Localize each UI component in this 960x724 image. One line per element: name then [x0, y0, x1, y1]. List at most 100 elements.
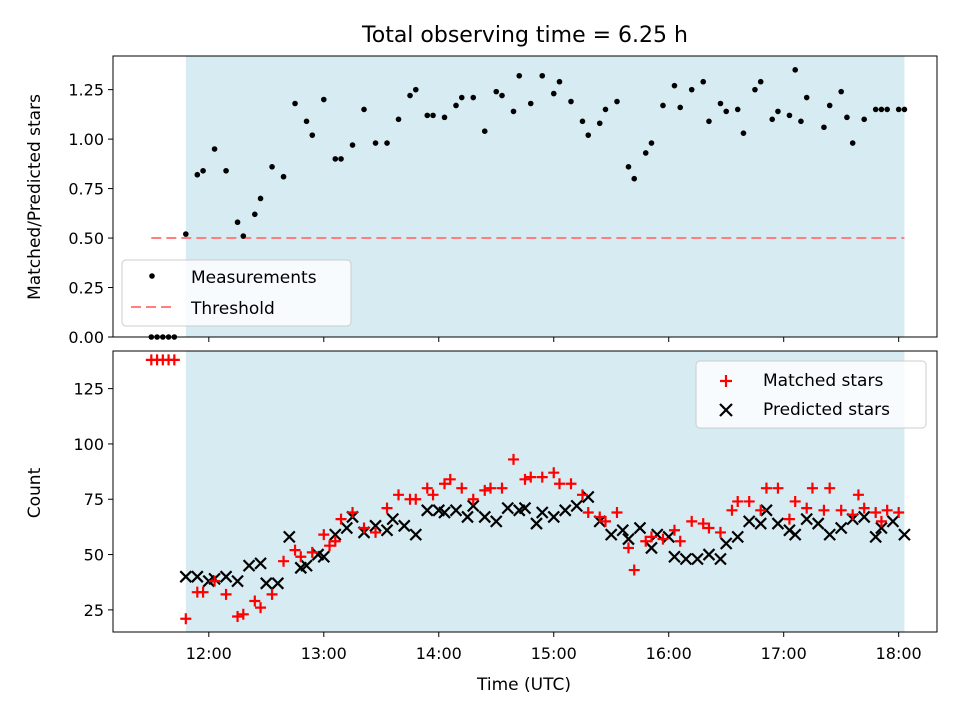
matched-star-point — [818, 504, 830, 516]
measurement-point — [516, 72, 523, 79]
measurement-point — [470, 94, 477, 101]
matched-star-point — [858, 502, 870, 514]
predicted-star-point — [633, 521, 647, 535]
measurement-point — [407, 92, 413, 99]
measurement-point — [798, 118, 804, 125]
matched-star-point — [576, 489, 588, 501]
matched-star-point — [835, 504, 847, 516]
matched-star-point — [743, 495, 755, 507]
matched-star-point — [278, 555, 290, 567]
predicted-star-point — [771, 517, 785, 530]
matched-star-point — [657, 533, 669, 545]
predicted-star-point — [369, 519, 382, 533]
measurement-point — [895, 106, 902, 113]
matched-star-point — [421, 482, 433, 494]
x-tick-label: 15:00 — [531, 644, 577, 663]
measurement-point — [309, 132, 316, 138]
measurement-point — [706, 118, 712, 125]
top-y-tick-label: 1.25 — [68, 81, 104, 100]
measurement-point — [499, 92, 505, 99]
predicted-star-point — [898, 528, 911, 541]
bottom-panel: 25 50 75 100 125 12:00 13:00 14:00 15:00 16:00 17… — [25, 350, 938, 695]
predicted-star-point — [823, 528, 836, 541]
matched-star-point — [536, 471, 548, 483]
predicted-star-point — [581, 490, 595, 504]
measurement-point — [740, 130, 747, 136]
predicted-star-point — [254, 557, 267, 570]
measurement-point — [257, 195, 264, 202]
predicted-star-point — [386, 512, 400, 526]
measurement-point — [200, 167, 206, 174]
x-tick-label: 17:00 — [761, 644, 807, 663]
x-tick-label: 14:00 — [416, 644, 462, 663]
matched-star-point — [456, 482, 468, 494]
predicted-star-point — [518, 501, 532, 515]
matched-star-point — [686, 515, 698, 527]
matched-star-point — [789, 495, 801, 507]
measurement-point — [338, 156, 344, 162]
predicted-star-point — [409, 528, 423, 541]
predicted-star-point — [857, 510, 871, 524]
measurement-point — [211, 146, 218, 152]
predicted-star-point — [622, 532, 635, 546]
measurement-point — [458, 94, 465, 101]
predicted-star-point — [271, 577, 285, 590]
measurement-point — [884, 106, 890, 113]
measurement-point — [320, 96, 327, 103]
matched-star-point — [870, 507, 882, 519]
predicted-star-point — [760, 504, 773, 517]
matched-star-point — [548, 467, 560, 479]
matched-star-point — [358, 522, 370, 534]
matched-star-point — [237, 608, 249, 620]
measurement-point — [412, 86, 419, 93]
bottom-axes-frame — [112, 350, 938, 633]
measurement-point — [349, 142, 356, 148]
matched-star-point — [329, 535, 341, 547]
bottom-y-axis-label: Count — [25, 467, 45, 518]
bottom-y-tick-label: 25 — [84, 601, 104, 620]
matched-star-point — [726, 504, 738, 516]
matched-star-point — [427, 489, 439, 501]
matched-star-point — [760, 482, 772, 494]
measurement-point — [568, 98, 574, 105]
measurement-point — [752, 86, 758, 93]
predicted-star-point — [547, 510, 561, 524]
matched-star-point — [645, 531, 657, 543]
measurement-point — [234, 219, 241, 226]
predicted-star-point — [489, 515, 503, 528]
measurement-point — [240, 233, 247, 239]
matched-star-point — [772, 482, 784, 494]
measurement-point — [395, 116, 402, 123]
predicted-star-point — [397, 519, 411, 533]
matched-star-point — [410, 493, 422, 505]
matched-star-point — [393, 489, 405, 501]
measurement-point — [838, 88, 844, 95]
matched-star-point — [249, 595, 261, 607]
top-panel: 0.00 0.25 0.50 0.75 1.00 1.25 Matched/Predict… — [25, 55, 938, 347]
legend-matched-marker — [720, 375, 732, 387]
measurement-point — [585, 132, 592, 138]
matched-star-point — [783, 513, 795, 525]
measurement-point — [550, 90, 557, 97]
measurement-point — [901, 106, 908, 113]
measurement-point — [556, 78, 563, 85]
measurement-point — [677, 104, 684, 111]
matched-star-point — [806, 482, 818, 494]
matched-star-point — [197, 586, 209, 598]
measurement-point — [821, 124, 827, 131]
measurement-point — [539, 72, 546, 79]
predicted-star-point — [179, 570, 193, 583]
matched-star-point — [324, 540, 336, 552]
measurement-point — [642, 150, 649, 156]
measurement-point — [430, 112, 436, 119]
legend-measurements-marker — [149, 273, 155, 279]
matched-star-point — [847, 509, 859, 521]
chart-title: Total observing time = 6.25 h — [361, 23, 688, 48]
matched-star-point — [266, 588, 278, 600]
predicted-star-point — [317, 550, 331, 564]
predicted-star-point — [530, 517, 543, 530]
top-y-tick-label: 1.00 — [68, 130, 104, 149]
predicted-star-point — [834, 521, 848, 535]
predicted-star-point — [800, 512, 813, 526]
predicted-star-point — [886, 515, 900, 528]
